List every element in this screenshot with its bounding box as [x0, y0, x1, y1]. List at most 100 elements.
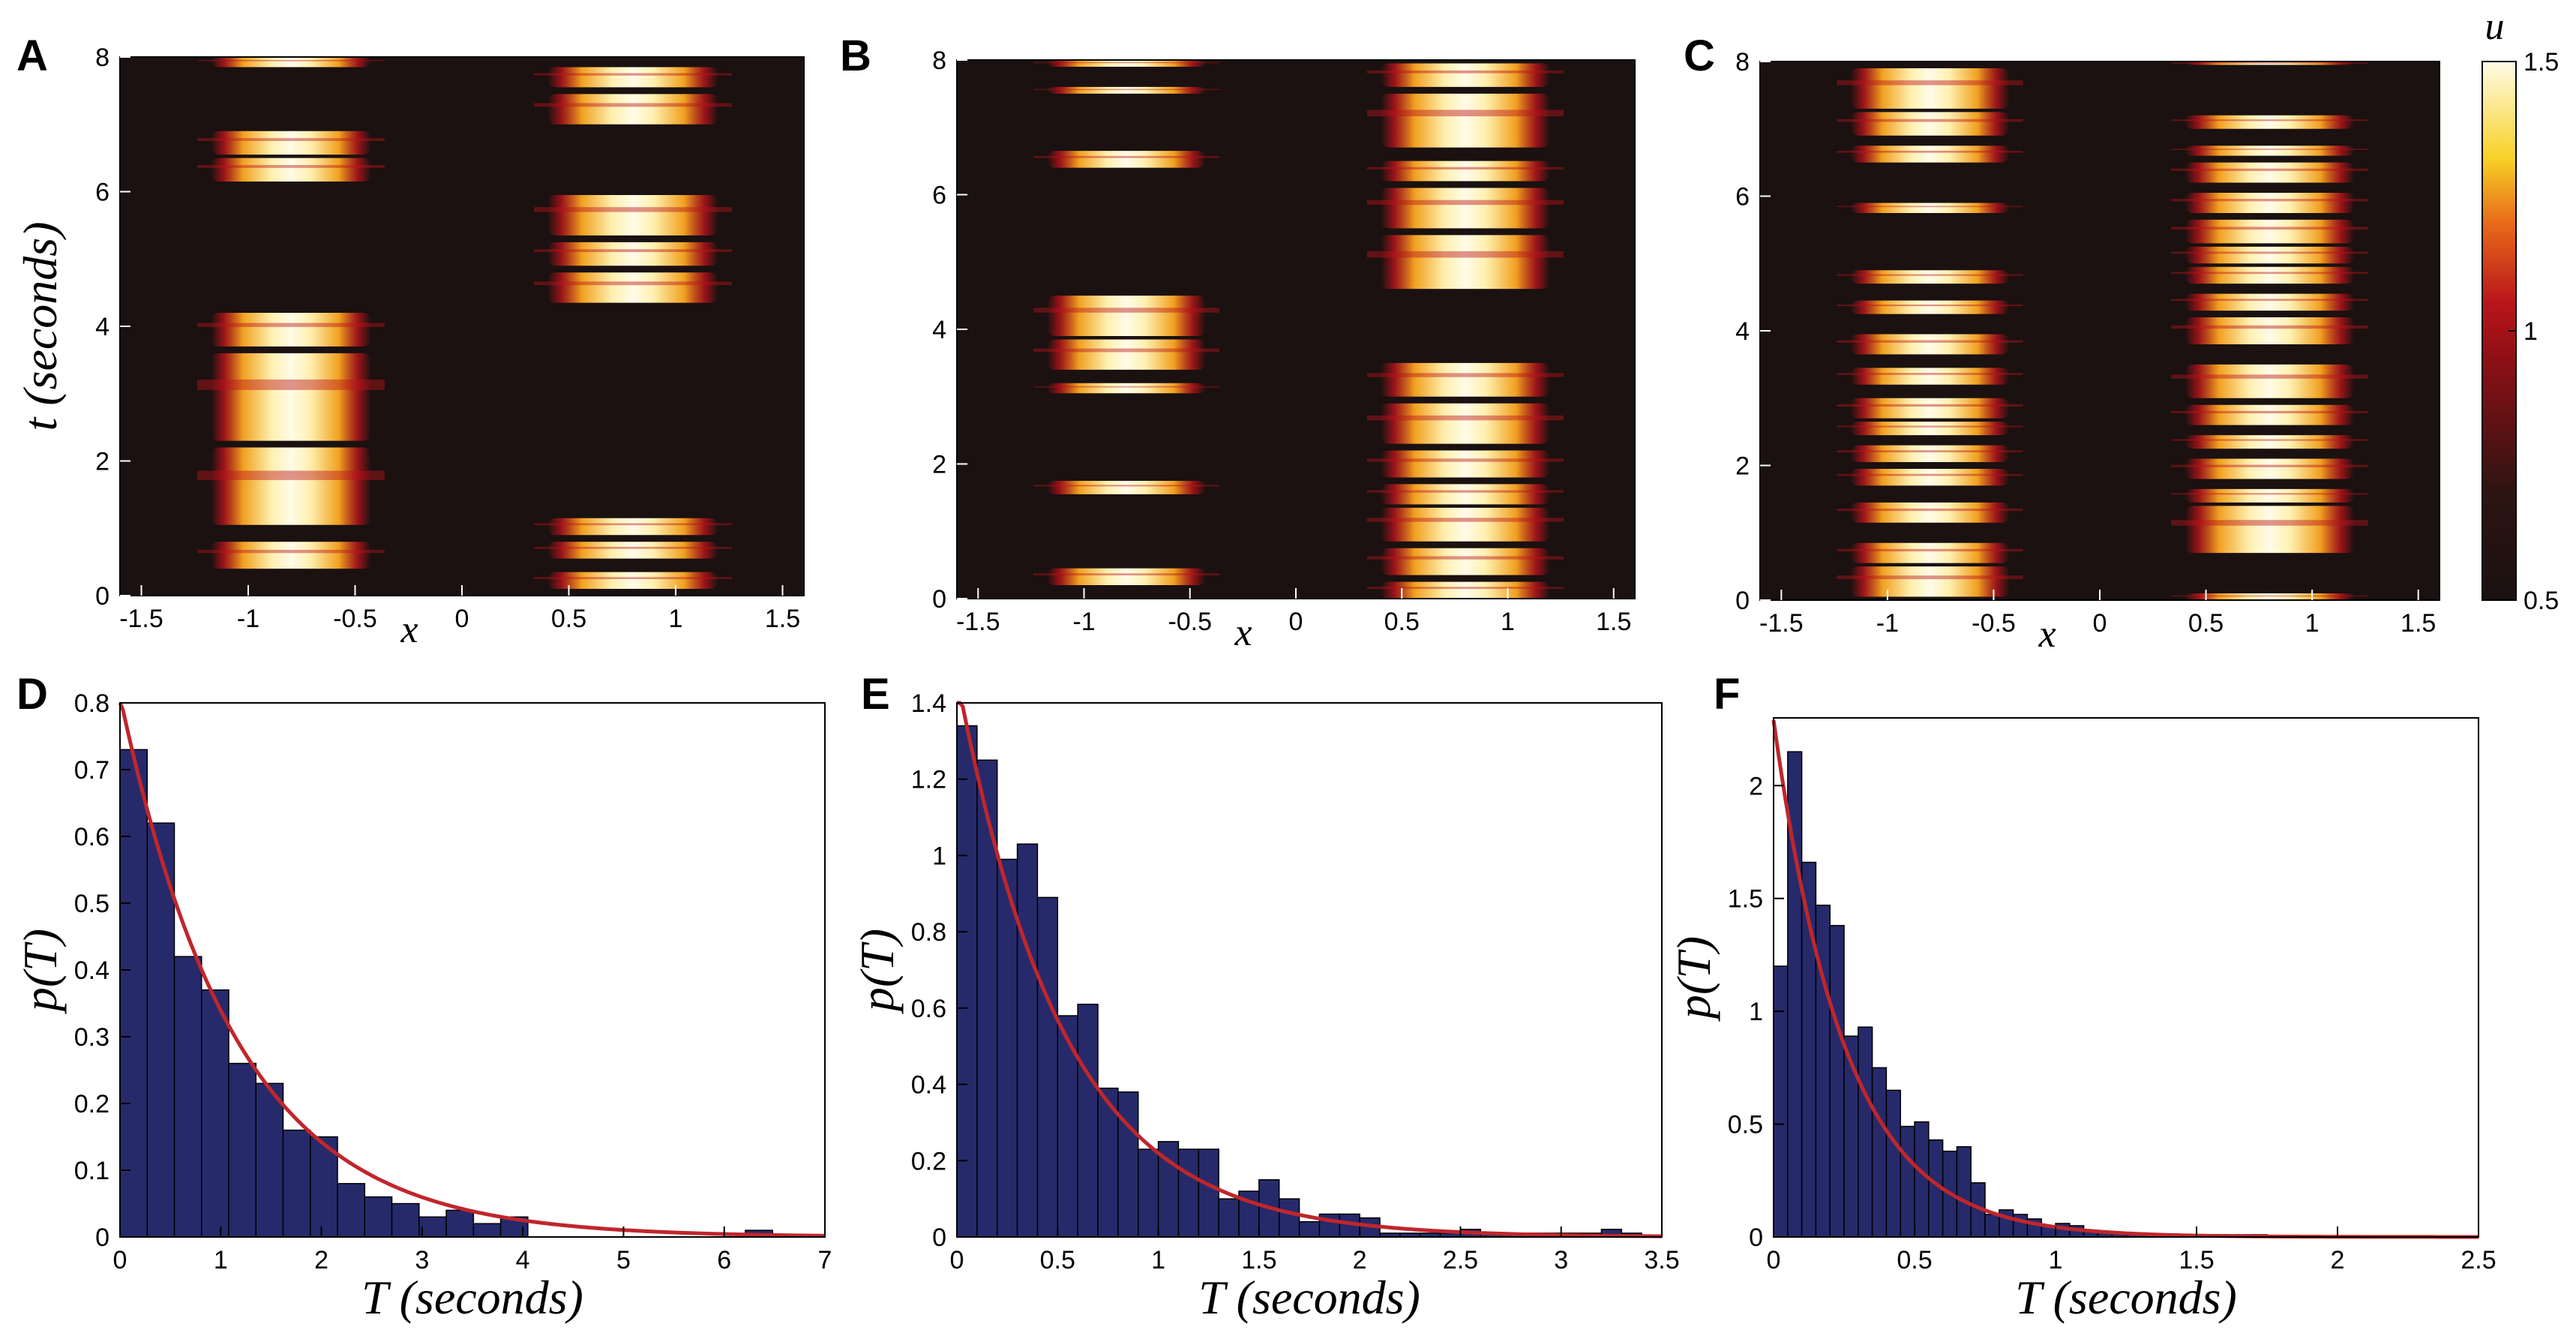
x-tick-label: 1: [2049, 1246, 2063, 1274]
y-axis-label: t (seconds): [13, 221, 67, 431]
bump-left: [1850, 270, 2010, 284]
bump-left: [1047, 86, 1206, 94]
x-tick-label: 1.5: [1241, 1246, 1276, 1274]
y-tick-label: 0.7: [74, 756, 109, 785]
bump-left: [1850, 300, 2010, 314]
bump-right: [1381, 235, 1550, 290]
bump-left: [1850, 566, 2010, 597]
x-axis-label: T (seconds): [361, 1271, 583, 1324]
bump-fringe: [2171, 272, 2368, 275]
bump-right: [1381, 403, 1550, 444]
bump-left: [1850, 146, 2010, 163]
axes-frame: [1773, 717, 2479, 1238]
bump-fringe: [2171, 374, 2368, 379]
bump-fringe: [534, 281, 732, 286]
bump-left: [211, 131, 371, 155]
x-tick-label: 0: [1289, 608, 1303, 636]
histogram-bar: [1137, 1148, 1159, 1238]
bump-fringe: [1367, 251, 1564, 258]
panel-label: C: [1684, 32, 1715, 80]
x-tick-label: 2: [314, 1246, 328, 1274]
bump-right: [1381, 450, 1550, 478]
bump-left: [1850, 468, 2010, 486]
x-tick-label: 1: [2305, 609, 2320, 638]
histogram-bar: [1198, 1148, 1219, 1238]
bump-right: [2185, 435, 2355, 449]
y-tick-label: 0: [1749, 1223, 1763, 1252]
bump-fringe: [2171, 439, 2368, 441]
histogram-bar: [1984, 1214, 2000, 1238]
x-tick-label: 0: [1767, 1246, 1781, 1274]
histogram-bar: [1218, 1198, 1240, 1238]
bump-fringe: [1837, 340, 2023, 343]
bump-left: [1047, 60, 1206, 67]
y-tick-label: 1: [1749, 998, 1763, 1026]
bump-right: [547, 272, 718, 303]
x-tick-label: 1.5: [2401, 609, 2436, 638]
bump-right: [1381, 581, 1550, 599]
exponential-fit-line: [957, 701, 1663, 1238]
histogram-bar: [282, 1129, 311, 1238]
bump-right: [2185, 458, 2355, 479]
colorbar-tick-label: 0.5: [2524, 587, 2559, 615]
y-axis-label: p(T): [13, 929, 67, 1014]
histogram-bar: [201, 989, 229, 1238]
panel-label: D: [16, 670, 48, 719]
y-tick-label: 0.6: [911, 995, 946, 1023]
x-tick-label: 0.5: [551, 605, 586, 633]
histogram-bar: [418, 1216, 447, 1238]
y-tick-label: 4: [1735, 317, 1750, 346]
bump-fringe: [2171, 299, 2368, 302]
x-tick-label: 0.5: [2188, 609, 2224, 638]
bump-fringe: [197, 379, 385, 390]
bump-left: [1047, 339, 1206, 370]
bump-fringe: [1033, 386, 1219, 388]
x-tick-label: 0.5: [1384, 608, 1420, 636]
y-tick-label: 0: [95, 1223, 109, 1252]
x-tick-label: 5: [616, 1246, 631, 1274]
bump-fringe: [1837, 80, 2023, 86]
bump-fringe: [1033, 308, 1219, 313]
bump-fringe: [2171, 410, 2368, 414]
y-tick-label: 0.5: [74, 890, 109, 918]
y-tick-label: 8: [95, 44, 109, 72]
bump-fringe: [1837, 404, 2023, 407]
x-tick-label: 4: [516, 1246, 530, 1274]
y-tick-label: 6: [95, 179, 109, 207]
bump-right: [1381, 548, 1550, 575]
bump-fringe: [1367, 373, 1564, 377]
bump-right: [547, 242, 718, 266]
bump-left: [1850, 542, 2010, 563]
x-tick-label: 3.5: [1644, 1246, 1679, 1274]
bump-fringe: [534, 577, 732, 580]
histogram-bar: [1117, 1091, 1139, 1238]
histogram-bar: [364, 1196, 393, 1238]
bump-left: [1850, 203, 2010, 213]
bump-fringe: [1033, 155, 1219, 158]
bump-fringe: [2171, 493, 2368, 495]
bump-fringe: [2171, 325, 2368, 329]
histogram-bar: [255, 1082, 284, 1238]
y-tick-label: 0: [932, 585, 946, 614]
x-tick-label: 1.5: [2179, 1246, 2214, 1274]
bump-fringe: [1837, 274, 2023, 276]
y-tick-label: 8: [1735, 48, 1750, 77]
x-tick-label: 7: [818, 1246, 832, 1274]
histogram-bar: [1885, 1089, 1901, 1238]
bump-right: [2185, 488, 2355, 503]
bump-left: [211, 57, 371, 68]
colorbar-label: u: [2485, 5, 2505, 48]
bump-left: [211, 313, 371, 347]
bump-fringe: [534, 546, 732, 549]
bump-right: [1381, 484, 1550, 505]
bump-right: [2185, 593, 2355, 600]
histogram-bar: [976, 759, 998, 1238]
y-tick-label: 0.2: [911, 1147, 946, 1175]
bump-fringe: [1837, 575, 2023, 580]
bump-fringe: [1033, 62, 1219, 64]
bump-fringe: [1367, 167, 1564, 170]
bump-fringe: [197, 470, 385, 480]
x-tick-label: -1.5: [956, 608, 1000, 636]
y-tick-label: 6: [932, 182, 946, 210]
y-tick-label: 8: [932, 47, 946, 75]
